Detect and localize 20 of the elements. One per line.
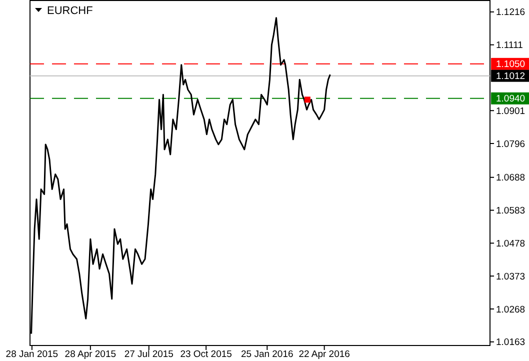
x-tick-label: 28 Jan 2015	[6, 349, 58, 360]
y-tick-label: 1.0796	[496, 138, 526, 150]
y-tick-label: 1.0268	[496, 304, 526, 316]
y-tick-label: 1.0901	[496, 106, 526, 117]
ref-line-label: 1.1012	[496, 71, 526, 82]
x-tick-label: 28 Apr 2015	[64, 349, 116, 360]
text: EURCHF	[47, 5, 94, 17]
y-tick-label: 1.1111	[496, 40, 523, 52]
x-tick-label: 22 Apr 2016	[298, 349, 350, 360]
y-tick-label: 1.0688	[496, 172, 526, 184]
y-tick-label: 1.0163	[496, 337, 526, 348]
x-tick-label: 27 Jul 2015	[124, 349, 174, 360]
x-tick-label: 25 Jan 2016	[241, 349, 294, 360]
ref-line-label: 1.1050	[496, 59, 526, 70]
y-tick-label: 1.1216	[496, 7, 526, 18]
y-tick-label: 1.0583	[496, 206, 526, 217]
ref-line-label: 1.0940	[496, 94, 526, 105]
y-tick-label: 1.0478	[496, 238, 526, 250]
y-tick-label: 1.0373	[496, 271, 526, 282]
x-tick-label: 23 Oct 2015	[180, 349, 232, 360]
